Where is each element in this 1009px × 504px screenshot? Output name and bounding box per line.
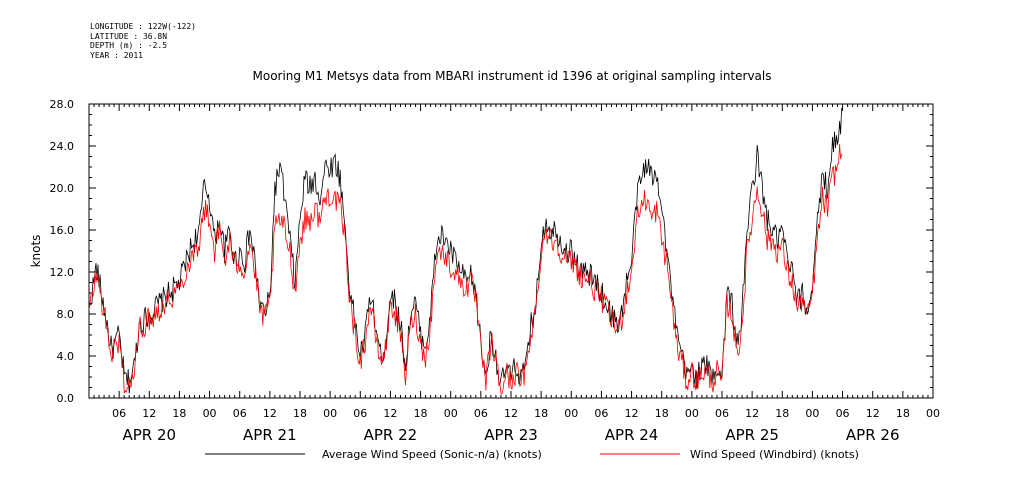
axis-ticks <box>88 103 934 399</box>
x-tick-label: 12 <box>866 407 880 420</box>
x-tick-label: 12 <box>745 407 759 420</box>
x-tick-label: 12 <box>263 407 277 420</box>
series-lines <box>88 107 842 395</box>
axis-labels: 0.0 4.0 8.0 12.0 16.0 20.0 24.0 28.0 06 12 18 00 06 1… <box>50 98 941 444</box>
x-tick-label: 00 <box>444 407 458 420</box>
y-tick-label: 0.0 <box>57 392 75 405</box>
legend-label: Wind Speed (Windbird) (knots) <box>690 448 859 461</box>
y-tick-label: 8.0 <box>57 308 75 321</box>
x-tick-label: 06 <box>715 407 729 420</box>
x-tick-label: 00 <box>203 407 217 420</box>
x-tick-label: 06 <box>353 407 367 420</box>
y-tick-label: 12.0 <box>50 266 75 279</box>
year-text: YEAR : 2011 <box>90 50 143 60</box>
x-tick-label: 00 <box>805 407 819 420</box>
y-axis-label: knots <box>29 235 43 268</box>
x-tick-label: 18 <box>534 407 548 420</box>
day-label: APR 20 <box>122 426 176 444</box>
x-tick-label: 12 <box>383 407 397 420</box>
x-tick-label: 18 <box>414 407 428 420</box>
day-label: APR 21 <box>243 426 297 444</box>
x-tick-label: 06 <box>836 407 850 420</box>
x-tick-label: 06 <box>233 407 247 420</box>
series-line <box>88 107 842 394</box>
longitude-text: LONGITUDE : 122W(-122) <box>90 22 196 31</box>
chart-title: Mooring M1 Metsys data from MBARI instru… <box>253 69 772 83</box>
day-label: APR 23 <box>484 426 538 444</box>
x-tick-label: 06 <box>474 407 488 420</box>
day-label: APR 25 <box>725 426 779 444</box>
x-tick-label: 18 <box>896 407 910 420</box>
y-tick-label: 28.0 <box>50 98 75 111</box>
y-tick-label: 4.0 <box>57 350 75 363</box>
x-tick-label: 18 <box>172 407 186 420</box>
latitude-text: LATITUDE : 36.8N <box>90 31 168 41</box>
x-tick-label: 18 <box>655 407 669 420</box>
x-tick-label: 00 <box>564 407 578 420</box>
x-tick-label: 18 <box>775 407 789 420</box>
series-line <box>88 144 842 395</box>
y-tick-label: 16.0 <box>50 224 75 237</box>
depth-text: DEPTH (m) : -2.5 <box>90 41 168 50</box>
station-metadata: LONGITUDE : 122W(-122) LATITUDE : 36.8N … <box>90 22 196 60</box>
x-tick-label: 12 <box>504 407 518 420</box>
x-tick-label: 12 <box>625 407 639 420</box>
x-tick-label: 00 <box>685 407 699 420</box>
x-tick-label: 06 <box>594 407 608 420</box>
legend-label: Average Wind Speed (Sonic-n/a) (knots) <box>322 448 542 461</box>
x-tick-label: 06 <box>112 407 126 420</box>
y-tick-label: 24.0 <box>50 140 75 153</box>
x-tick-label: 18 <box>293 407 307 420</box>
day-label: APR 24 <box>605 426 659 444</box>
legend: Average Wind Speed (Sonic-n/a) (knots) Wi… <box>205 448 859 461</box>
day-label: APR 26 <box>846 426 900 444</box>
y-tick-label: 20.0 <box>50 182 75 195</box>
x-tick-label: 12 <box>142 407 156 420</box>
x-tick-label: 00 <box>926 407 940 420</box>
day-label: APR 22 <box>364 426 418 444</box>
x-tick-label: 00 <box>323 407 337 420</box>
